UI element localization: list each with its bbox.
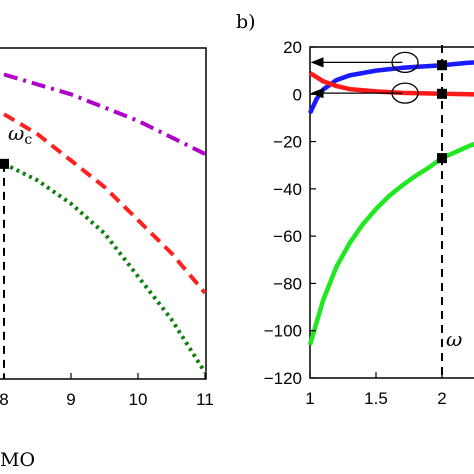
panel-b-y-tick-label: −120 (264, 369, 302, 388)
panel-b-y-tick-label: −100 (264, 322, 302, 341)
panel-a-omega-label: ωc (8, 121, 32, 148)
panel-b-series-2 (307, 141, 474, 346)
panel-b-marker (437, 88, 447, 99)
panel-a-x-tick-label: 9 (66, 390, 75, 409)
panel-a-frame (0, 47, 207, 380)
panel-b-marker (437, 60, 447, 71)
panel-b-series-1 (308, 71, 474, 97)
panel-a-series-1 (2, 112, 207, 295)
panel-b-y-tick-label: 0 (293, 85, 302, 104)
panel-b-x-tick-label: 1.5 (364, 389, 388, 408)
panel-b-x-tick-label: 1 (305, 389, 314, 408)
panel-a-x-tick-label: 11 (196, 390, 214, 409)
panel-b-x-tick-label: 2 (437, 389, 446, 408)
panel-b-marker (437, 153, 447, 164)
panel-b-y-tick-label: −80 (273, 274, 302, 293)
panel-a-x-tick-label: 8 (0, 390, 9, 409)
panel-b-ellipse (391, 51, 419, 74)
panel-b-omega-label: ω (446, 327, 462, 351)
panel-b-frame (309, 46, 474, 379)
panel-a-xlabel-fragment: MO (0, 449, 35, 471)
panel-b-y-tick-label: 20 (283, 38, 302, 57)
panel-a-x-tick-label: 10 (129, 390, 148, 409)
panel-b-y-tick-label: −40 (273, 180, 302, 199)
panel-b-y-tick-label: −60 (273, 227, 302, 246)
panel-a-series-0 (3, 72, 206, 156)
panel-a-critical-marker (0, 158, 9, 169)
panel-a-series-2 (3, 162, 207, 374)
panel-b-ellipse (391, 82, 419, 104)
panel-a: 8 9 10 11 ωc MO (0, 47, 214, 471)
panel-b-label: b) (236, 11, 256, 33)
panel-b-y-tick-label: −20 (273, 133, 302, 152)
